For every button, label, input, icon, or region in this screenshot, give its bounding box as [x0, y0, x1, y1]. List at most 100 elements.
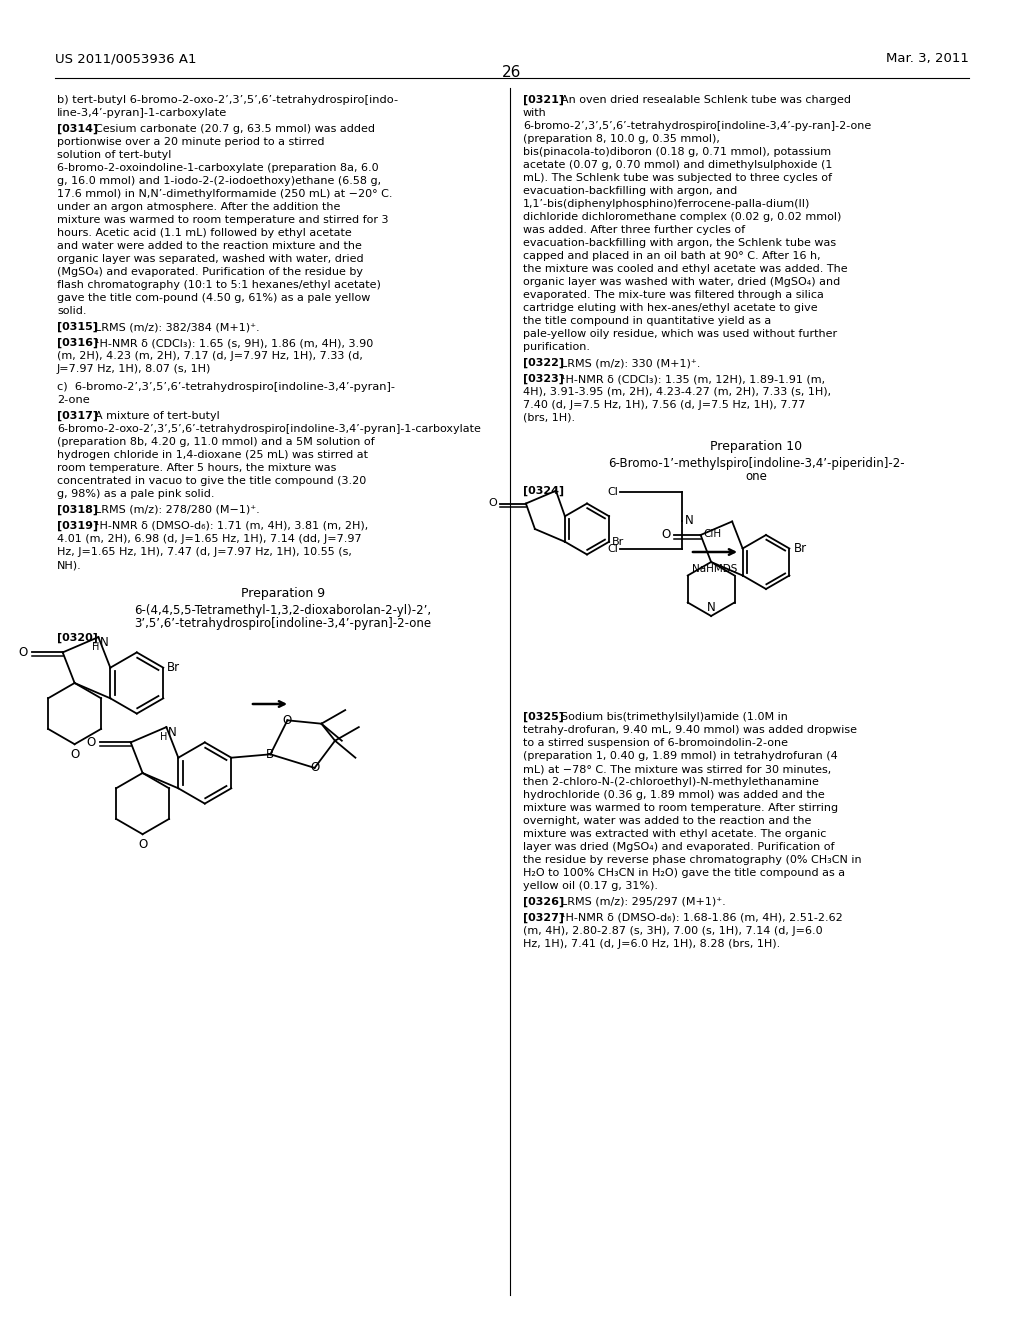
Text: A mixture of tert-butyl: A mixture of tert-butyl [95, 411, 220, 421]
Text: gave the title com-pound (4.50 g, 61%) as a pale yellow: gave the title com-pound (4.50 g, 61%) a… [57, 293, 371, 304]
Text: O: O [138, 838, 147, 851]
Text: O: O [662, 528, 671, 541]
Text: Br: Br [612, 537, 625, 546]
Text: [0320]: [0320] [57, 634, 98, 643]
Text: LRMS (m/z): 330 (M+1)⁺.: LRMS (m/z): 330 (M+1)⁺. [561, 358, 700, 368]
Text: organic layer was separated, washed with water, dried: organic layer was separated, washed with… [57, 253, 364, 264]
Text: g, 98%) as a pale pink solid.: g, 98%) as a pale pink solid. [57, 488, 214, 499]
Text: ¹H-NMR δ (CDCl₃): 1.65 (s, 9H), 1.86 (m, 4H), 3.90: ¹H-NMR δ (CDCl₃): 1.65 (s, 9H), 1.86 (m,… [95, 338, 374, 348]
Text: LRMS (m/z): 278/280 (M−1)⁺.: LRMS (m/z): 278/280 (M−1)⁺. [95, 506, 260, 515]
Text: 4H), 3.91-3.95 (m, 2H), 4.23-4.27 (m, 2H), 7.33 (s, 1H),: 4H), 3.91-3.95 (m, 2H), 4.23-4.27 (m, 2H… [523, 387, 831, 397]
Text: O: O [18, 645, 28, 659]
Text: Br: Br [794, 543, 807, 554]
Text: solution of tert-butyl: solution of tert-butyl [57, 150, 171, 160]
Text: 6-bromo-2’,3’,5’,6’-tetrahydrospiro[indoline-3,4’-py-ran]-2-one: 6-bromo-2’,3’,5’,6’-tetrahydrospiro[indo… [523, 121, 871, 131]
Text: (preparation 8, 10.0 g, 0.35 mmol),: (preparation 8, 10.0 g, 0.35 mmol), [523, 135, 720, 144]
Text: [0325]: [0325] [523, 711, 564, 722]
Text: ¹H-NMR δ (DMSO-d₆): 1.68-1.86 (m, 4H), 2.51-2.62: ¹H-NMR δ (DMSO-d₆): 1.68-1.86 (m, 4H), 2… [561, 913, 843, 923]
Text: layer was dried (MgSO₄) and evaporated. Purification of: layer was dried (MgSO₄) and evaporated. … [523, 842, 835, 851]
Text: ClH: ClH [703, 528, 721, 539]
Text: [0319]: [0319] [57, 521, 98, 531]
Text: 3’,5’,6’-tetrahydrospiro[indoline-3,4’-pyran]-2-one: 3’,5’,6’-tetrahydrospiro[indoline-3,4’-p… [134, 616, 431, 630]
Text: with: with [523, 108, 547, 117]
Text: bis(pinacola-to)diboron (0.18 g, 0.71 mmol), potassium: bis(pinacola-to)diboron (0.18 g, 0.71 mm… [523, 147, 831, 157]
Text: Sodium bis(trimethylsilyl)amide (1.0M in: Sodium bis(trimethylsilyl)amide (1.0M in [561, 711, 787, 722]
Text: c)  6-bromo-2’,3’,5’,6’-tetrahydrospiro[indoline-3,4’-pyran]-: c) 6-bromo-2’,3’,5’,6’-tetrahydrospiro[i… [57, 381, 395, 392]
Text: H: H [92, 643, 99, 652]
Text: the residue by reverse phase chromatography (0% CH₃CN in: the residue by reverse phase chromatogra… [523, 855, 861, 865]
Text: NH).: NH). [57, 560, 82, 570]
Text: the title compound in quantitative yield as a: the title compound in quantitative yield… [523, 315, 771, 326]
Text: Mar. 3, 2011: Mar. 3, 2011 [886, 51, 969, 65]
Text: 6-bromo-2-oxoindoline-1-carboxylate (preparation 8a, 6.0: 6-bromo-2-oxoindoline-1-carboxylate (pre… [57, 162, 379, 173]
Text: to a stirred suspension of 6-bromoindolin-2-one: to a stirred suspension of 6-bromoindoli… [523, 738, 788, 748]
Text: flash chromatography (10:1 to 5:1 hexanes/ethyl acetate): flash chromatography (10:1 to 5:1 hexane… [57, 280, 381, 290]
Text: organic layer was washed with water, dried (MgSO₄) and: organic layer was washed with water, dri… [523, 277, 841, 286]
Text: dichloride dichloromethane complex (0.02 g, 0.02 mmol): dichloride dichloromethane complex (0.02… [523, 213, 842, 222]
Text: [0317]: [0317] [57, 411, 98, 421]
Text: under an argon atmosphere. After the addition the: under an argon atmosphere. After the add… [57, 202, 340, 213]
Text: [0316]: [0316] [57, 338, 98, 348]
Text: 6-Bromo-1’-methylspiro[indoline-3,4’-piperidin]-2-: 6-Bromo-1’-methylspiro[indoline-3,4’-pip… [607, 457, 904, 470]
Text: Cl: Cl [607, 487, 618, 498]
Text: [0314]: [0314] [57, 124, 98, 135]
Text: N: N [99, 636, 109, 649]
Text: mixture was extracted with ethyl acetate. The organic: mixture was extracted with ethyl acetate… [523, 829, 826, 840]
Text: [0315]: [0315] [57, 322, 98, 333]
Text: (preparation 8b, 4.20 g, 11.0 mmol) and a 5M solution of: (preparation 8b, 4.20 g, 11.0 mmol) and … [57, 437, 375, 447]
Text: Hz, J=1.65 Hz, 1H), 7.47 (d, J=7.97 Hz, 1H), 10.55 (s,: Hz, J=1.65 Hz, 1H), 7.47 (d, J=7.97 Hz, … [57, 546, 352, 557]
Text: An oven dried resealable Schlenk tube was charged: An oven dried resealable Schlenk tube wa… [561, 95, 851, 106]
Text: Cesium carbonate (20.7 g, 63.5 mmol) was added: Cesium carbonate (20.7 g, 63.5 mmol) was… [95, 124, 375, 135]
Text: 4.01 (m, 2H), 6.98 (d, J=1.65 Hz, 1H), 7.14 (dd, J=7.97: 4.01 (m, 2H), 6.98 (d, J=1.65 Hz, 1H), 7… [57, 535, 361, 544]
Text: mixture was warmed to room temperature. After stirring: mixture was warmed to room temperature. … [523, 803, 838, 813]
Text: O: O [70, 748, 79, 762]
Text: concentrated in vacuo to give the title compound (3.20: concentrated in vacuo to give the title … [57, 477, 367, 486]
Text: (m, 2H), 4.23 (m, 2H), 7.17 (d, J=7.97 Hz, 1H), 7.33 (d,: (m, 2H), 4.23 (m, 2H), 7.17 (d, J=7.97 H… [57, 351, 362, 360]
Text: one: one [745, 470, 767, 483]
Text: tetrahy-drofuran, 9.40 mL, 9.40 mmol) was added dropwise: tetrahy-drofuran, 9.40 mL, 9.40 mmol) wa… [523, 725, 857, 735]
Text: Preparation 10: Preparation 10 [710, 440, 802, 453]
Text: H₂O to 100% CH₃CN in H₂O) gave the title compound as a: H₂O to 100% CH₃CN in H₂O) gave the title… [523, 869, 845, 878]
Text: was added. After three further cycles of: was added. After three further cycles of [523, 224, 745, 235]
Text: purification.: purification. [523, 342, 590, 352]
Text: N: N [167, 726, 176, 739]
Text: mL). The Schlenk tube was subjected to three cycles of: mL). The Schlenk tube was subjected to t… [523, 173, 831, 183]
Text: O: O [283, 714, 292, 727]
Text: Hz, 1H), 7.41 (d, J=6.0 Hz, 1H), 8.28 (brs, 1H).: Hz, 1H), 7.41 (d, J=6.0 Hz, 1H), 8.28 (b… [523, 939, 780, 949]
Text: [0321]: [0321] [523, 95, 564, 106]
Text: O: O [310, 762, 319, 775]
Text: [0326]: [0326] [523, 898, 564, 907]
Text: J=7.97 Hz, 1H), 8.07 (s, 1H): J=7.97 Hz, 1H), 8.07 (s, 1H) [57, 364, 211, 374]
Text: (preparation 1, 0.40 g, 1.89 mmol) in tetrahydrofuran (4: (preparation 1, 0.40 g, 1.89 mmol) in te… [523, 751, 838, 762]
Text: NaHMDS: NaHMDS [692, 564, 737, 574]
Text: and water were added to the reaction mixture and the: and water were added to the reaction mix… [57, 242, 361, 251]
Text: LRMS (m/z): 382/384 (M+1)⁺.: LRMS (m/z): 382/384 (M+1)⁺. [95, 322, 260, 333]
Text: line-3,4’-pyran]-1-carboxylate: line-3,4’-pyran]-1-carboxylate [57, 108, 227, 117]
Text: portionwise over a 20 minute period to a stirred: portionwise over a 20 minute period to a… [57, 137, 325, 147]
Text: cartridge eluting with hex-anes/ethyl acetate to give: cartridge eluting with hex-anes/ethyl ac… [523, 304, 817, 313]
Text: [0324]: [0324] [523, 486, 564, 496]
Text: (MgSO₄) and evaporated. Purification of the residue by: (MgSO₄) and evaporated. Purification of … [57, 267, 362, 277]
Text: evaporated. The mix-ture was filtered through a silica: evaporated. The mix-ture was filtered th… [523, 290, 824, 300]
Text: yellow oil (0.17 g, 31%).: yellow oil (0.17 g, 31%). [523, 880, 658, 891]
Text: 26: 26 [503, 65, 521, 81]
Text: 6-bromo-2-oxo-2’,3’,5’,6’-tetrahydrospiro[indoline-3,4’-pyran]-1-carboxylate: 6-bromo-2-oxo-2’,3’,5’,6’-tetrahydrospir… [57, 424, 481, 434]
Text: LRMS (m/z): 295/297 (M+1)⁺.: LRMS (m/z): 295/297 (M+1)⁺. [561, 898, 726, 907]
Text: g, 16.0 mmol) and 1-iodo-2-(2-iodoethoxy)ethane (6.58 g,: g, 16.0 mmol) and 1-iodo-2-(2-iodoethoxy… [57, 176, 381, 186]
Text: overnight, water was added to the reaction and the: overnight, water was added to the reacti… [523, 816, 811, 826]
Text: 6-(4,4,5,5-Tetramethyl-1,3,2-dioxaborolan-2-yl)-2’,: 6-(4,4,5,5-Tetramethyl-1,3,2-dioxaborola… [134, 605, 431, 616]
Text: H: H [160, 733, 167, 742]
Text: Preparation 9: Preparation 9 [241, 587, 325, 601]
Text: O: O [488, 499, 498, 508]
Text: mL) at −78° C. The mixture was stirred for 30 minutes,: mL) at −78° C. The mixture was stirred f… [523, 764, 831, 774]
Text: hydrochloride (0.36 g, 1.89 mmol) was added and the: hydrochloride (0.36 g, 1.89 mmol) was ad… [523, 789, 824, 800]
Text: the mixture was cooled and ethyl acetate was added. The: the mixture was cooled and ethyl acetate… [523, 264, 848, 275]
Text: Br: Br [167, 661, 180, 675]
Text: pale-yellow oily residue, which was used without further: pale-yellow oily residue, which was used… [523, 329, 838, 339]
Text: evacuation-backfilling with argon, and: evacuation-backfilling with argon, and [523, 186, 737, 195]
Text: [0322]: [0322] [523, 358, 564, 368]
Text: (m, 4H), 2.80-2.87 (s, 3H), 7.00 (s, 1H), 7.14 (d, J=6.0: (m, 4H), 2.80-2.87 (s, 3H), 7.00 (s, 1H)… [523, 927, 822, 936]
Text: 7.40 (d, J=7.5 Hz, 1H), 7.56 (d, J=7.5 Hz, 1H), 7.77: 7.40 (d, J=7.5 Hz, 1H), 7.56 (d, J=7.5 H… [523, 400, 805, 411]
Text: acetate (0.07 g, 0.70 mmol) and dimethylsulphoxide (1: acetate (0.07 g, 0.70 mmol) and dimethyl… [523, 160, 833, 170]
Text: capped and placed in an oil bath at 90° C. After 16 h,: capped and placed in an oil bath at 90° … [523, 251, 820, 261]
